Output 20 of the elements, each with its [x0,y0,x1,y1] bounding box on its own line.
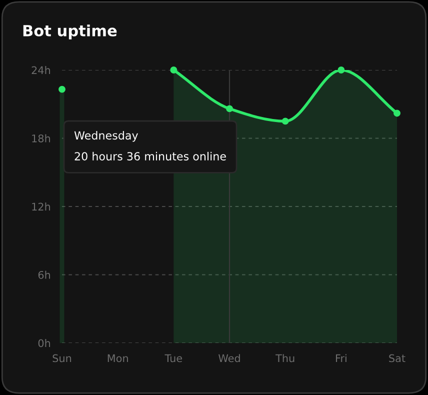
point [338,66,345,74]
y-tick-label: 18h [32,134,50,142]
y-tick-label: 0h [38,339,50,348]
x-tick-label: Tue [164,354,182,362]
chart-title: Bot uptime [23,24,117,40]
point [394,110,400,117]
y-tick-label: 6h [38,270,50,279]
point [170,66,178,74]
point [58,86,66,93]
y-tick-label: 12h [32,202,50,210]
x-tick-label: Sat [389,354,406,362]
x-tick-label: Fri [336,354,346,362]
x-tick-label: Thu [276,354,294,362]
x-tick-label: Wed [218,354,240,362]
x-tick-label: Sun [52,354,72,362]
annotation: Wednesday 20 hours 36 minutes online [74,131,226,160]
point [282,118,289,125]
point [226,105,233,112]
x-tick-label: Mon [108,354,128,362]
y-tick-label: 24h [32,66,50,74]
